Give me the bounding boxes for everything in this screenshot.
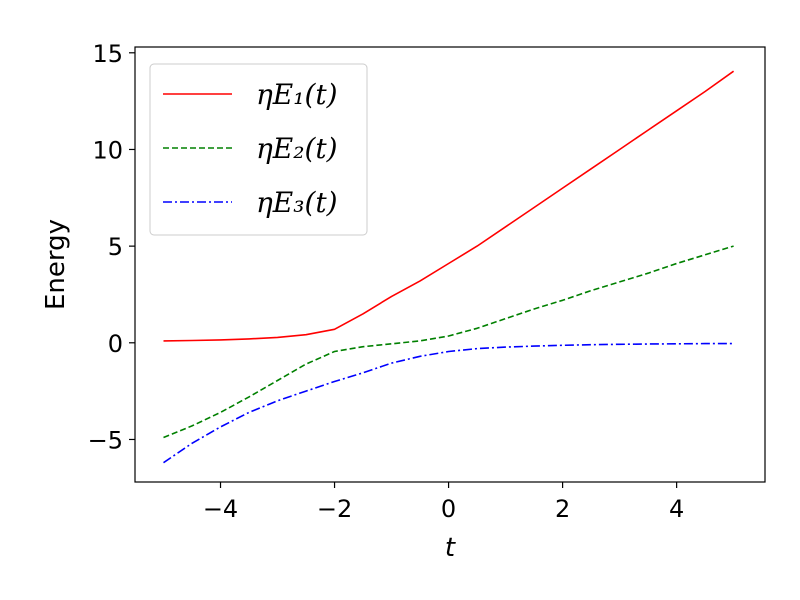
series-line-3: [163, 342, 734, 464]
legend-label-3: ηE₃(t): [256, 186, 338, 219]
y-axis-label: Energy: [41, 219, 71, 310]
y-tick-label: 10: [92, 136, 123, 164]
y-tick-label: 15: [92, 40, 123, 68]
series-line-2: [163, 245, 734, 439]
legend-box: [149, 63, 368, 236]
x-tick-label: 0: [441, 495, 456, 523]
y-tick-label: 0: [108, 330, 123, 358]
legend-label-2: ηE₂(t): [256, 132, 338, 165]
plot-frame: [134, 46, 766, 483]
y-tick-label: 5: [108, 233, 123, 261]
y-tick-label: −5: [88, 426, 123, 454]
x-tick-label: −4: [203, 495, 238, 523]
x-tick-label: 2: [555, 495, 570, 523]
axis-ticks: −4 −2 0 2 4 −5 0 5 10 15: [88, 40, 685, 523]
series-line-1: [163, 70, 735, 342]
x-tick-label: −2: [317, 495, 352, 523]
legend: ηE₁(t) ηE₂(t) ηE₃(t): [149, 63, 368, 236]
x-axis-label: t: [445, 533, 456, 563]
x-tick-label: 4: [669, 495, 684, 523]
legend-label-1: ηE₁(t): [256, 78, 338, 111]
series-lines: [163, 70, 735, 464]
